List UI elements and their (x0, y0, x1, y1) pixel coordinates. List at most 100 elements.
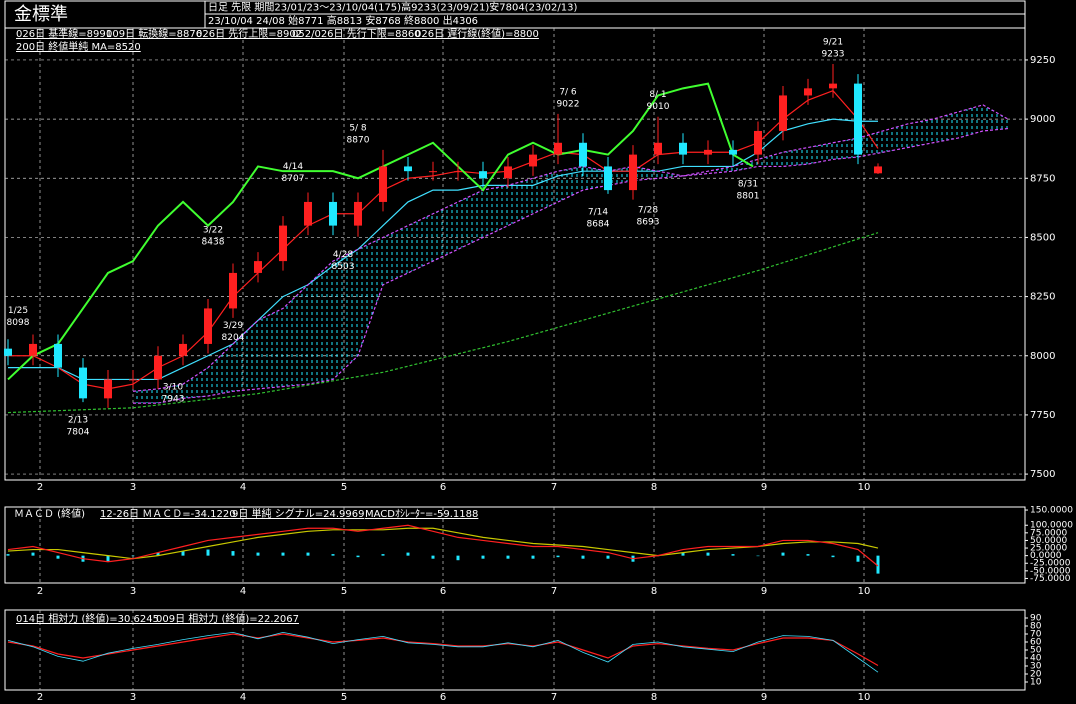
oscillator-bar (181, 551, 185, 556)
x-tick-label: 2 (37, 586, 43, 597)
y-tick-label: 40 (1030, 654, 1042, 664)
x-tick-label: 8 (651, 692, 657, 703)
x-tick-label: 7 (551, 692, 557, 703)
annotation-value: 9233 (822, 49, 845, 59)
annotation-value: 8438 (202, 238, 225, 248)
candle-body (4, 348, 12, 356)
x-tick-label: 3 (130, 482, 136, 493)
legend-entry: 014日 相対力 (終値)=30.6245 (16, 612, 159, 625)
candle-body (804, 88, 812, 96)
y-tick-label: -25.0000 (1030, 559, 1071, 569)
oscillator-bar (231, 551, 235, 556)
oscillator-bar (831, 555, 835, 558)
annotation-value: 7943 (162, 395, 185, 405)
annotation-date: 7/14 (588, 207, 608, 217)
x-tick-label: 10 (858, 482, 871, 493)
candle-body (874, 166, 882, 174)
y-tick-label: 10 (1030, 678, 1042, 688)
annotation-date: 9/21 (823, 37, 843, 47)
candle-body (54, 343, 62, 368)
series-line (7, 527, 879, 560)
candle-body (504, 166, 512, 179)
legend-entry: 026日 先行上限=8902 (196, 27, 302, 40)
candle-body (604, 166, 612, 191)
x-tick-label: 7 (551, 586, 557, 597)
annotation-date: 8/ 1 (649, 90, 666, 100)
legend-entry: 009日 相対力 (終値)=22.2067 (156, 612, 299, 625)
oscillator-bar (106, 555, 110, 562)
legend-entry: 009日 転換線=8876 (106, 27, 202, 40)
y-tick-label: -75.0000 (1030, 574, 1071, 584)
legend-entry: 026日 基準線=8991 (16, 27, 112, 40)
y-tick-label: 9000 (1030, 114, 1055, 125)
annotation-date: 3/10 (163, 383, 183, 393)
candle-body (529, 154, 537, 167)
x-tick-label: 9 (761, 586, 767, 597)
annotation-value: 8801 (737, 192, 760, 202)
annotation-value: 8503 (332, 262, 355, 272)
y-tick-label: 150.0000 (1030, 506, 1073, 516)
oscillator-bar (556, 555, 560, 558)
series-line (8, 90, 879, 390)
x-tick-label: 4 (240, 586, 246, 597)
x-tick-label: 2 (37, 482, 43, 493)
candle-body (754, 130, 762, 155)
oscillator-bar (876, 555, 880, 574)
candle-body (354, 201, 362, 226)
chart-title: 金標準 (14, 4, 68, 25)
x-tick-label: 9 (761, 692, 767, 703)
y-tick-label: 90 (1030, 614, 1042, 624)
candle-body (204, 308, 212, 344)
candle-body (554, 142, 562, 155)
header-info: 日足 先限 期間23/01/23～23/10/04(175)高9233(23/0… (208, 1, 577, 14)
x-tick-label: 4 (240, 692, 246, 703)
x-tick-label: 5 (341, 586, 347, 597)
legend-entry: 026日 遅行線(終値)=8800 (415, 27, 539, 40)
candle-body (279, 225, 287, 262)
annotation-date: 3/29 (223, 321, 243, 331)
oscillator-bar (481, 555, 485, 559)
candle-body (229, 272, 237, 309)
x-tick-label: 4 (240, 482, 246, 493)
series-line (8, 118, 878, 381)
candle-body (304, 201, 312, 226)
y-tick-label: 25.0000 (1030, 544, 1067, 554)
series-line (7, 631, 879, 673)
y-tick-label: 100.0000 (1030, 521, 1073, 531)
y-tick-label: 7500 (1030, 469, 1055, 480)
candle-body (729, 149, 737, 155)
x-tick-label: 9 (761, 482, 767, 493)
y-tick-label: 70 (1030, 630, 1042, 640)
x-tick-label: 2 (37, 692, 43, 703)
y-tick-label: 30 (1030, 662, 1042, 672)
annotation-date: 7/28 (638, 205, 658, 215)
x-tick-label: 8 (651, 482, 657, 493)
oscillator-bar (506, 555, 510, 559)
oscillator-bar (756, 555, 760, 557)
x-tick-label: 7 (551, 482, 557, 493)
legend-entry: 12-26日 ＭＡＣＤ=-34.1220 (100, 509, 236, 520)
oscillator-bar (581, 555, 585, 559)
legend-entry: 052/026日 先行下限=8860 (292, 27, 421, 40)
x-tick-label: 6 (440, 482, 446, 493)
macd-panel-frame (4, 506, 1026, 584)
oscillator-bar (206, 549, 210, 556)
candle-body (479, 171, 487, 179)
oscillator-bar (606, 555, 610, 559)
oscillator-bar (56, 555, 60, 559)
oscillator-bar (6, 554, 10, 556)
y-tick-label: 80 (1030, 622, 1042, 632)
oscillator-bar (856, 555, 860, 562)
y-tick-label: 8750 (1030, 173, 1055, 184)
y-tick-label: 50 (1030, 646, 1042, 656)
oscillator-bar (306, 552, 310, 556)
y-tick-label: 8500 (1030, 232, 1055, 243)
annotation-value: 9010 (647, 102, 670, 112)
candle-body (404, 166, 412, 172)
y-tick-label: 9250 (1030, 55, 1055, 66)
annotation-date: 5/ 8 (349, 123, 367, 133)
oscillator-bar (731, 554, 735, 556)
